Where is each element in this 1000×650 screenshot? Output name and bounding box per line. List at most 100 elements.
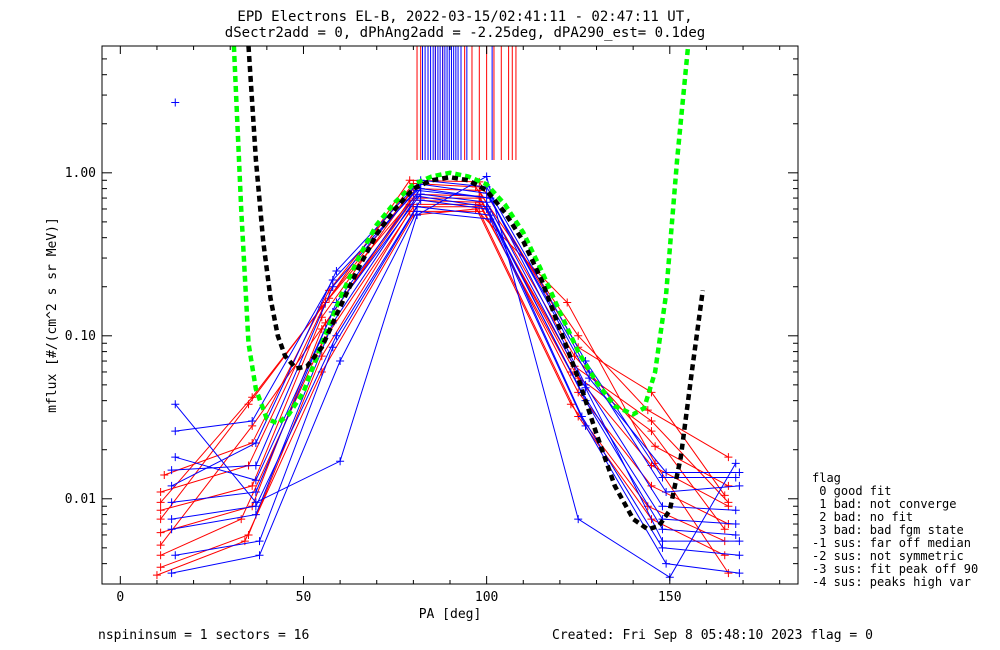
x-tick-label: 50: [296, 590, 312, 605]
series-line: [160, 179, 726, 503]
data-point: [581, 421, 590, 430]
data-point: [328, 343, 337, 352]
data-point: [405, 176, 414, 185]
series-line: [174, 175, 737, 579]
series-line: [171, 183, 740, 493]
flag-legend-title: flag: [812, 471, 841, 485]
data-point: [658, 502, 667, 511]
series-line: [160, 206, 725, 556]
data-point: [720, 491, 729, 500]
x-tick-label: 100: [475, 590, 498, 605]
data-point: [251, 461, 260, 470]
data-point: [255, 551, 264, 560]
series-line: [160, 193, 729, 511]
data-point: [167, 481, 176, 490]
data-point: [662, 559, 671, 568]
data-point: [574, 515, 583, 524]
data-point: [574, 331, 583, 340]
data-point: [482, 204, 491, 213]
flag-legend-item: -2 sus: not symmetric: [812, 549, 964, 563]
series-line: [156, 208, 729, 576]
data-point: [332, 331, 341, 340]
data-point: [731, 459, 740, 468]
data-point: [251, 488, 260, 497]
data-point: [658, 543, 667, 552]
data-point: [643, 406, 652, 415]
data-point: [413, 211, 422, 220]
data-point: [416, 190, 425, 199]
series-line: [160, 188, 729, 493]
data-point: [171, 98, 180, 107]
series-line: [171, 195, 736, 536]
plot-frame: [101, 45, 799, 585]
data-point: [651, 442, 660, 451]
flag-legend: flag 0 good fit 1 bad: not converge 2 ba…: [812, 472, 978, 589]
data-point: [160, 470, 169, 479]
x-tick-label: 150: [658, 590, 681, 605]
fit-curve: [246, 46, 706, 532]
data-point: [156, 515, 165, 524]
data-point: [720, 525, 729, 534]
flag-legend-item: 3 bad: bad fgm state: [812, 523, 964, 537]
flag-legend-item: 2 bad: no fit: [812, 510, 914, 524]
data-point: [167, 515, 176, 524]
data-point: [156, 528, 165, 537]
series-line: [175, 206, 740, 556]
y-tick-label: 0.10: [65, 329, 96, 344]
series-line: [160, 203, 726, 546]
fit-curve: [231, 46, 691, 427]
y-tick-label: 1.00: [65, 166, 96, 181]
data-point: [735, 481, 744, 490]
data-point: [731, 506, 740, 515]
data-point: [248, 481, 257, 490]
data-point: [156, 551, 165, 560]
data-point: [471, 204, 480, 213]
data-point: [152, 571, 161, 580]
data-point: [662, 468, 671, 477]
data-point: [581, 383, 590, 392]
data-point: [167, 569, 176, 578]
data-point: [724, 498, 733, 507]
flag-legend-item: -1 sus: far off median: [812, 536, 971, 550]
data-point: [577, 412, 586, 421]
data-point: [482, 172, 491, 181]
flag-legend-item: 1 bad: not converge: [812, 497, 957, 511]
data-point: [720, 551, 729, 560]
data-point: [171, 453, 180, 462]
series-line: [160, 210, 725, 568]
data-point: [731, 530, 740, 539]
data-point: [724, 569, 733, 578]
data-point: [735, 537, 744, 546]
data-point: [167, 498, 176, 507]
series-line: [160, 199, 729, 534]
data-point: [237, 515, 246, 524]
data-point: [251, 438, 260, 447]
x-axis-label: PA [deg]: [419, 607, 482, 622]
x-tick-label: 0: [116, 590, 124, 605]
data-point: [156, 541, 165, 550]
y-axis-label: mflux [#/(cm^2 s sr MeV)]: [45, 217, 60, 413]
data-point: [171, 400, 180, 409]
data-point: [251, 510, 260, 519]
data-point: [482, 198, 491, 207]
data-point: [171, 551, 180, 560]
chart-title: EPD Electrons EL-B, 2022-03-15/02:41:11 …: [237, 9, 693, 25]
data-point: [328, 275, 337, 284]
data-point: [724, 453, 733, 462]
data-point: [251, 476, 260, 485]
data-point: [486, 215, 495, 224]
data-point: [156, 488, 165, 497]
series-line: [175, 193, 740, 542]
data-point: [647, 427, 656, 436]
data-point: [156, 563, 165, 572]
data-point: [735, 468, 744, 477]
y-tick-label: 0.01: [65, 492, 96, 507]
data-point: [658, 525, 667, 534]
chart-subtitle: dSectr2add = 0, dPhAng2add = -2.25deg, d…: [224, 25, 706, 41]
data-point: [167, 466, 176, 475]
data-point: [731, 473, 740, 482]
data-point: [255, 537, 264, 546]
data-point: [658, 537, 667, 546]
data-point: [563, 298, 572, 307]
